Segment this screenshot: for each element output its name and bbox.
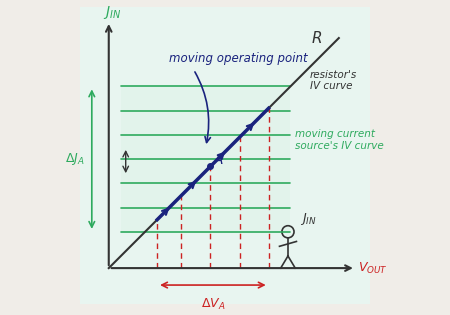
Text: $\Delta J_A$: $\Delta J_A$ <box>65 151 85 167</box>
Text: A: A <box>214 153 224 167</box>
Text: resistor's
IV curve: resistor's IV curve <box>310 70 357 91</box>
Text: $\Delta V_A$: $\Delta V_A$ <box>201 297 225 312</box>
Text: $V_{OUT}$: $V_{OUT}$ <box>358 261 388 276</box>
Bar <box>121 87 290 232</box>
Text: moving operating point: moving operating point <box>169 52 308 65</box>
Text: moving current
source's IV curve: moving current source's IV curve <box>295 129 384 151</box>
Text: R: R <box>312 31 322 46</box>
Text: $J_{IN}$: $J_{IN}$ <box>103 4 122 21</box>
Text: $J_{IN}$: $J_{IN}$ <box>300 211 317 227</box>
